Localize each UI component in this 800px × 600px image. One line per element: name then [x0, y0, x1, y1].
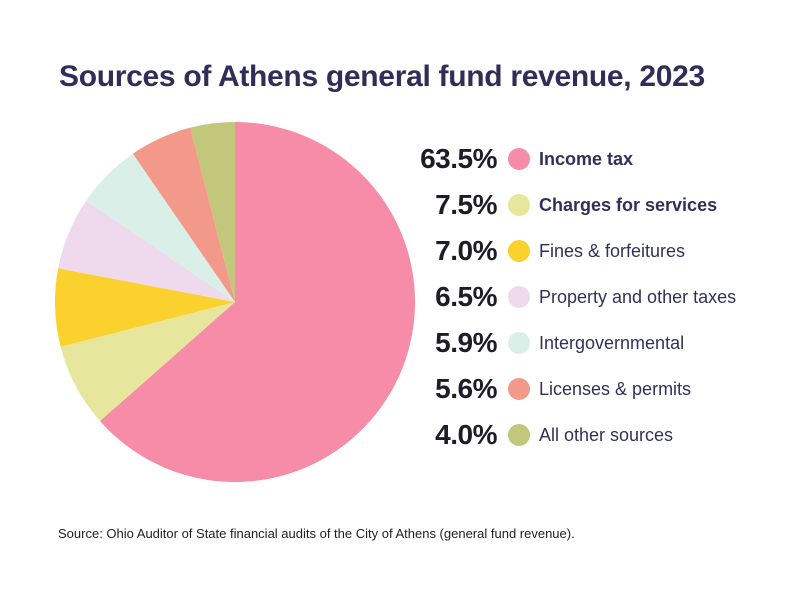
pie-slice-0 [99, 122, 415, 482]
legend-item-fines-forfeitures: 7.0% Fines & forfeitures [415, 228, 736, 274]
legend-item-intergovernmental: 5.9% Intergovernmental [415, 320, 736, 366]
legend-label: Licenses & permits [539, 378, 692, 399]
legend-swatch-icon [508, 332, 530, 354]
legend-swatch-icon [508, 148, 530, 170]
legend-value: 4.0% [435, 419, 497, 450]
pie-chart [55, 122, 415, 482]
legend-value: 6.5% [435, 281, 497, 312]
legend-label: Charges for services [539, 194, 718, 215]
legend-label: Income tax [539, 148, 634, 169]
legend: 63.5% Income tax 7.5% Charges for servic… [415, 136, 736, 458]
legend-value: 5.9% [435, 327, 497, 358]
legend-label: Intergovernmental [539, 332, 685, 353]
legend-value: 7.5% [435, 189, 497, 220]
legend-swatch-icon [508, 194, 530, 216]
pie-slice-3 [58, 200, 235, 302]
legend-item-all-other-sources: 4.0% All other sources [415, 412, 736, 458]
pie-slice-4 [86, 153, 235, 302]
source-note: Source: Ohio Auditor of State financial … [58, 526, 575, 541]
legend-swatch-icon [508, 240, 530, 262]
legend-item-property-other-taxes: 6.5% Property and other taxes [415, 274, 736, 320]
legend-label: Property and other taxes [539, 286, 737, 307]
legend-item-licenses-permits: 5.6% Licenses & permits [415, 366, 736, 412]
pie-slice-6 [190, 122, 235, 302]
legend-item-income-tax: 63.5% Income tax [415, 136, 736, 182]
legend-label: Fines & forfeitures [539, 240, 686, 261]
legend-value: 7.0% [435, 235, 497, 266]
legend-label: All other sources [539, 424, 674, 445]
pie-slice-1 [60, 302, 235, 422]
pie-slice-2 [55, 268, 235, 347]
legend-value: 63.5% [420, 143, 497, 174]
pie-slice-5 [132, 127, 235, 302]
chart-title: Sources of Athens general fund revenue, … [59, 60, 705, 93]
legend-swatch-icon [508, 286, 530, 308]
legend-value: 5.6% [435, 373, 497, 404]
pie-chart-svg [55, 122, 415, 482]
legend-item-charges-for-services: 7.5% Charges for services [415, 182, 736, 228]
legend-swatch-icon [508, 424, 530, 446]
legend-swatch-icon [508, 378, 530, 400]
